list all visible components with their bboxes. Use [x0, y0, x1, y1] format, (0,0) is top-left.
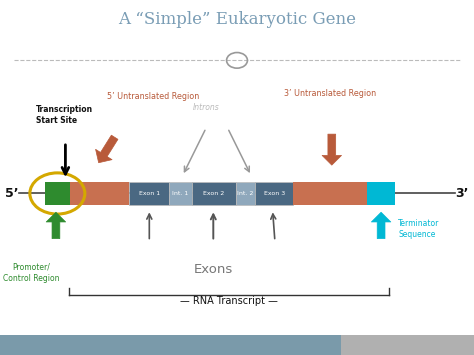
- Text: 5’: 5’: [5, 187, 18, 200]
- Text: Int. 1: Int. 1: [173, 191, 189, 196]
- Text: Exon 1: Exon 1: [138, 191, 160, 196]
- Text: 3’: 3’: [456, 187, 469, 200]
- Text: — RNA Transcript —: — RNA Transcript —: [180, 296, 277, 306]
- Text: Introns: Introns: [193, 103, 219, 112]
- Bar: [341, 335, 474, 355]
- Bar: [0, 335, 341, 355]
- Text: Transcription
Start Site: Transcription Start Site: [36, 105, 93, 125]
- Bar: [169, 182, 192, 205]
- Bar: [255, 182, 293, 205]
- Text: Int. 2: Int. 2: [237, 191, 254, 196]
- Bar: [129, 182, 169, 205]
- Bar: [70, 182, 129, 205]
- Text: Exon 2: Exon 2: [203, 191, 224, 196]
- Bar: [45, 182, 70, 205]
- Bar: [367, 182, 395, 205]
- Text: Exons: Exons: [194, 263, 233, 276]
- Text: 5’ Untranslated Region: 5’ Untranslated Region: [107, 92, 199, 101]
- Bar: [293, 182, 367, 205]
- Bar: [192, 182, 236, 205]
- Text: Exon 3: Exon 3: [264, 191, 285, 196]
- Text: Promoter/
Control Region: Promoter/ Control Region: [2, 263, 59, 283]
- Bar: [236, 182, 255, 205]
- Text: A “Simple” Eukaryotic Gene: A “Simple” Eukaryotic Gene: [118, 11, 356, 28]
- Text: Terminator
Sequence: Terminator Sequence: [398, 219, 439, 239]
- Text: 3’ Untranslated Region: 3’ Untranslated Region: [284, 89, 376, 98]
